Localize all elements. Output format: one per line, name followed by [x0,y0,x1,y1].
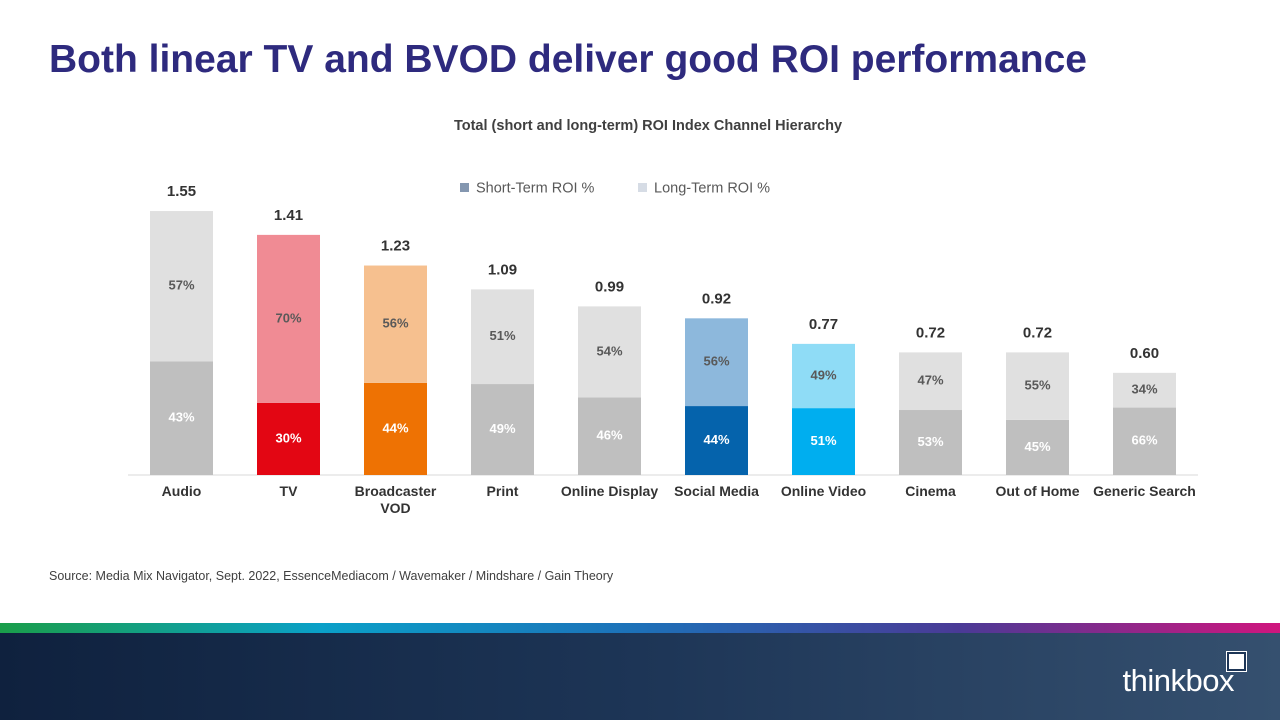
chart: Short-Term ROI % Long-Term ROI % 43% 57% 1.5… [128,180,1198,476]
x-tick-label: Online Display [560,483,659,499]
bar-segment [150,361,213,475]
bar-segment [899,352,962,411]
bar-segment [150,211,213,362]
x-tick-label: Cinema [905,483,956,499]
x-tick-label: Broadcaster VOD [354,483,437,516]
total-label: 1.23 [381,237,410,254]
bar-segment [257,402,320,475]
x-tick-label: Social Media [674,483,759,499]
bar-segment [1006,352,1069,420]
total-label: 0.99 [595,278,624,295]
slide-title: Both linear TV and BVOD deliver good ROI… [49,38,1087,81]
bar-segment [1006,419,1069,475]
total-label: 1.09 [488,261,517,278]
segment-label: 34% [1131,382,1157,397]
segment-label: 44% [703,432,729,447]
segment-label: 49% [489,421,515,436]
legend-label: Long-Term ROI % [654,180,770,196]
bar-segment [364,382,427,475]
segment-label: 53% [917,434,943,449]
segment-label: 43% [168,410,194,425]
color-stripe [0,623,1280,633]
legend-label: Short-Term ROI % [476,180,595,196]
logo-mark [1226,651,1247,672]
total-label: 1.41 [274,207,303,224]
bar-segment [578,306,641,398]
total-label: 1.55 [167,183,196,200]
bar-segment [899,410,962,475]
bar-segment [1113,407,1176,475]
x-tick-label: Print [486,483,519,499]
total-label: 0.72 [916,324,945,341]
segment-label: 46% [596,428,622,443]
segment-label: 55% [1024,378,1050,393]
total-label: 0.72 [1023,324,1052,341]
segment-label: 56% [382,316,408,331]
segment-label: 30% [275,430,301,445]
segment-label: 57% [168,278,194,293]
bar-segment [792,408,855,475]
segment-label: 70% [275,310,301,325]
bar-segment [364,265,427,383]
legend-marker [460,183,469,192]
segment-label: 56% [703,354,729,369]
logo: thinkbox [1122,663,1235,698]
source-note: Source: Media Mix Navigator, Sept. 2022,… [49,569,614,583]
x-tick-label: Audio [161,483,202,499]
segment-label: 45% [1024,439,1050,454]
bar-segment [1113,372,1176,408]
segment-label: 47% [917,373,943,388]
x-tick-label: Out of Home [995,483,1080,499]
total-label: 0.60 [1130,345,1159,362]
segment-label: 66% [1131,433,1157,448]
bar-segment [578,397,641,475]
segment-label: 51% [810,433,836,448]
segment-label: 54% [596,343,622,358]
bar-segment [685,318,748,407]
bar-segment [792,343,855,409]
segment-label: 44% [382,420,408,435]
total-label: 0.92 [702,290,731,307]
bar-segment [257,234,320,403]
x-tick-label: TV [279,483,298,499]
segment-label: 51% [489,328,515,343]
x-tick-label: Online Video [780,483,867,499]
bar-segment [471,384,534,475]
footer: thinkbox [0,633,1280,720]
chart-subtitle: Total (short and long-term) ROI Index Ch… [453,118,843,134]
bar-segment [685,406,748,475]
x-tick-label: Generic Search [1093,483,1196,499]
bar-segment [471,289,534,385]
total-label: 0.77 [809,316,838,333]
legend-marker [638,183,647,192]
segment-label: 49% [810,367,836,382]
